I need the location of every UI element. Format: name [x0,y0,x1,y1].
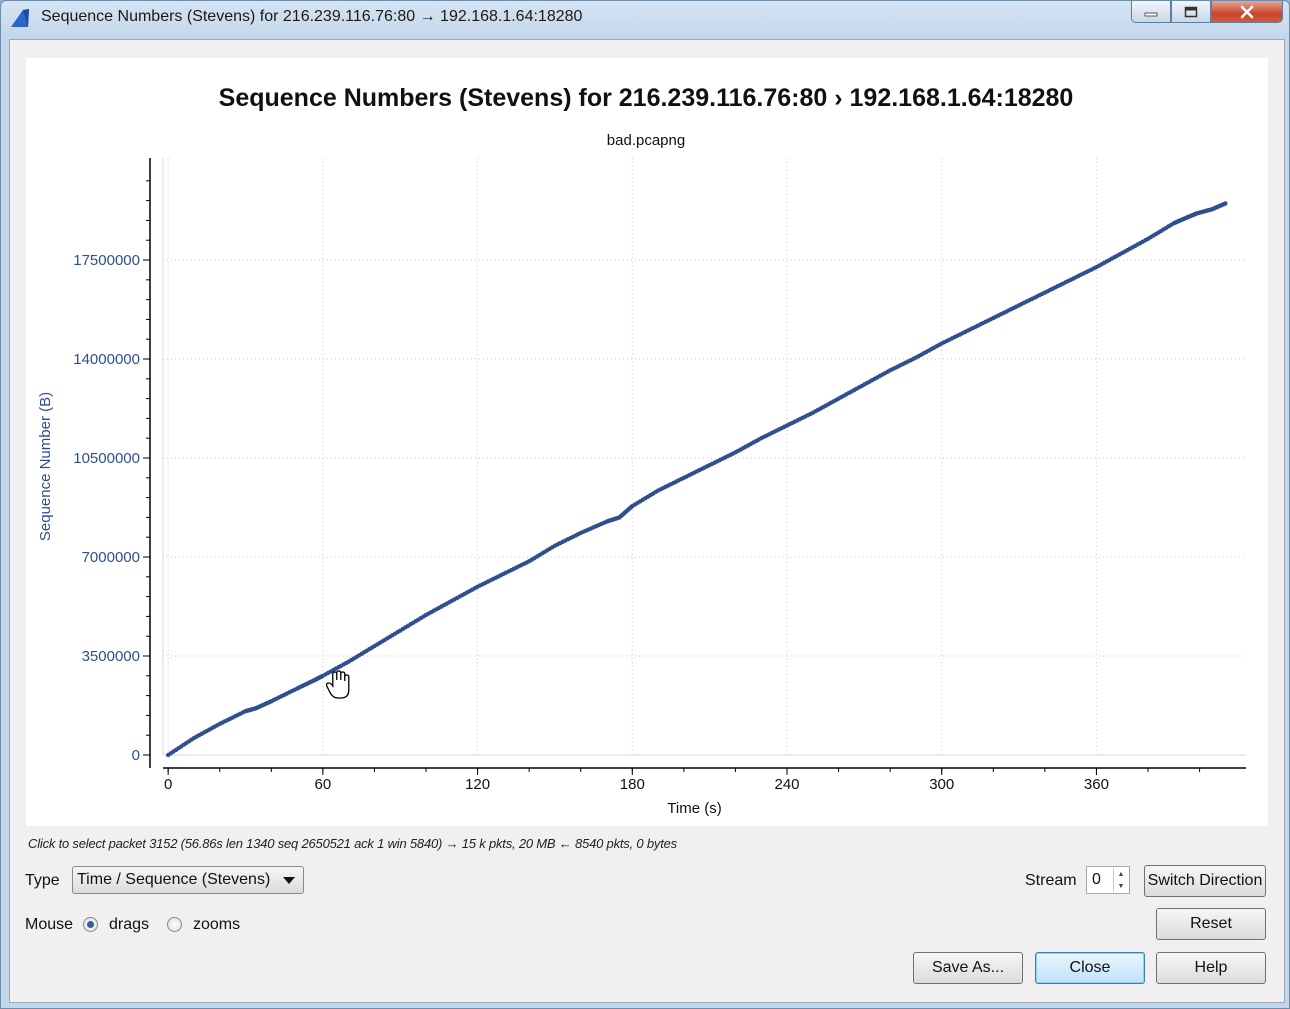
mouse-label: Mouse [25,916,74,933]
y-tick-label: 0 [132,747,140,764]
stream-label: Stream [1025,872,1077,889]
title-bar[interactable]: Sequence Numbers (Stevens) for 216.239.1… [1,1,1289,37]
minimize-button[interactable] [1131,1,1171,23]
x-tick-label: 240 [774,776,799,793]
plot-subtitle: bad.pcapng [606,132,686,149]
y-tick-label: 14000000 [73,351,140,368]
data-point [1223,201,1228,206]
x-tick-label: 0 [164,776,172,793]
mouse-drags-radio[interactable] [83,917,98,932]
save-as-button[interactable]: Save As... [913,952,1023,984]
reset-button[interactable]: Reset [1156,908,1266,940]
y-axis-label: Sequence Number (B) [37,392,54,541]
spin-up-icon[interactable]: ▲ [1113,868,1128,880]
x-axis-label: Time (s) [667,800,721,817]
graph-type-select[interactable]: Time / Sequence (Stevens) [72,866,304,894]
minimize-icon [1144,12,1158,16]
stream-spinbox[interactable]: 0 ▲ ▼ [1086,866,1130,894]
mouse-zooms-radio[interactable] [167,917,182,932]
y-tick-label: 3500000 [82,648,140,665]
plot-title: Sequence Numbers (Stevens) for 216.239.1… [218,84,1074,112]
hand-cursor-icon [325,670,350,699]
x-tick-label: 300 [929,776,954,793]
mouse-drags-label[interactable]: drags [109,916,150,933]
switch-direction-button[interactable]: Switch Direction [1144,865,1266,897]
y-tick-label: 17500000 [73,252,140,269]
sequence-chart[interactable]: 0 60 120 180 240 300 360 0 3500000 7000000 1050000… [26,58,1268,826]
status-hint: Click to select packet 3152 (56.86s len … [28,836,677,851]
close-icon [1240,5,1254,18]
wireshark-icon [11,9,29,27]
type-label: Type [25,872,60,889]
stream-value: 0 [1092,871,1101,888]
maximize-icon [1184,6,1198,17]
y-tick-label: 7000000 [82,549,140,566]
close-window-button[interactable] [1211,1,1283,23]
help-button[interactable]: Help [1156,952,1266,984]
close-button[interactable]: Close [1035,952,1145,984]
window-title: Sequence Numbers (Stevens) for 216.239.1… [41,8,583,25]
x-tick-label: 180 [620,776,645,793]
x-tick-label: 360 [1084,776,1109,793]
x-tick-label: 60 [315,776,332,793]
dialog-client-area: Sequence Numbers (Stevens) for 216.239.1… [9,39,1285,1003]
maximize-button[interactable] [1171,1,1211,23]
chevron-down-icon [283,877,295,884]
spin-down-icon[interactable]: ▼ [1113,880,1128,892]
y-tick-label: 10500000 [73,450,140,467]
graph-type-value: Time / Sequence (Stevens) [77,871,271,888]
x-tick-label: 120 [465,776,490,793]
plot-area[interactable]: Sequence Numbers (Stevens) for 216.239.1… [26,58,1268,826]
mouse-zooms-label[interactable]: zooms [193,916,241,933]
